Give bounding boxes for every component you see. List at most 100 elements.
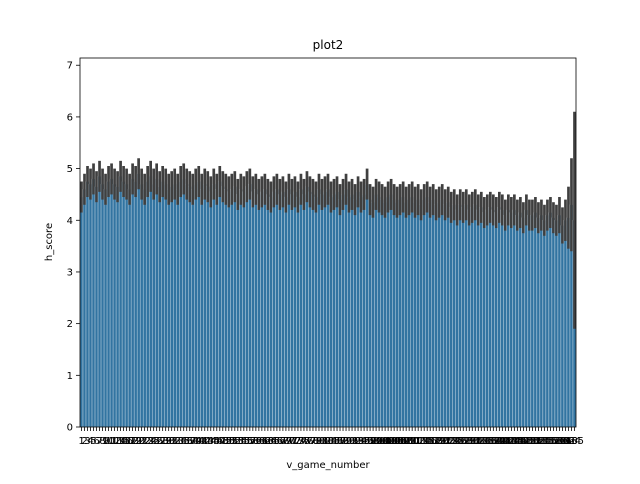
bar [392,199,396,428]
x-tick-label: 113 [409,436,428,447]
bar [106,181,111,428]
bar [545,214,550,428]
x-tick-label: 114 [412,436,431,447]
bar [133,181,138,428]
bar [419,204,423,428]
bar [518,212,523,428]
x-tick-label: 28 [156,436,169,447]
x-tick-label: 15 [117,436,130,447]
bar [350,194,354,428]
x-tick-label: 13 [111,436,124,447]
bar [242,191,246,428]
x-tick-label: 17 [123,436,136,447]
x-tick-label: 160 [550,436,569,447]
bar [557,214,562,428]
bar [188,186,192,428]
bar [209,191,213,428]
x-tick-label: 63 [262,436,275,447]
bar [332,194,336,428]
bar [182,178,186,428]
x-tick-label: 84 [325,436,338,447]
x-tick-label: 83 [322,436,335,447]
bar [308,191,312,428]
x-tick-label: 39 [189,436,202,447]
bar [338,199,342,428]
x-tick-label: 142 [496,436,515,447]
x-tick-label: 134 [472,436,491,447]
bar [293,191,297,428]
x-tick-label: 146 [508,436,527,447]
bar [248,183,252,428]
x-tick-label: 164 [562,436,581,447]
x-tick-label: 135 [475,436,494,447]
bar [506,209,511,428]
x-tick-label: 57 [243,436,256,447]
x-tick-label: 126 [448,436,467,447]
bar [527,214,532,428]
x-tick-label: 97 [364,436,377,447]
x-tick-label: 31 [165,436,178,447]
x-tick-label: 96 [361,436,374,447]
x-tick-label: 147 [511,436,530,447]
bar [428,202,432,428]
bar [212,183,216,428]
x-tick-label: 111 [403,436,422,447]
x-tick-label: 30 [162,436,175,447]
x-tick-label: 14 [114,436,127,447]
x-tick-label: 6 [93,436,99,447]
bar [380,199,384,428]
x-tick-label: 128 [454,436,473,447]
x-tick-label: 103 [379,436,398,447]
x-tick-label: 122 [436,436,455,447]
x-tick-label: 25 [147,436,160,447]
bar [386,196,390,428]
x-tick-label: 72 [289,436,302,447]
bar [458,204,462,428]
bar [158,186,162,428]
x-tick-label: 125 [445,436,464,447]
bar [305,186,309,428]
x-tick-label: 47 [213,436,226,447]
bar [320,194,324,428]
bar [515,214,520,428]
bar [221,186,225,428]
x-tick-label: 19 [129,436,142,447]
bar [88,183,93,428]
y-tick-label: 2 [67,319,73,330]
bar [224,189,228,428]
x-tick-label: 165 [565,436,584,447]
bar [548,212,553,428]
bar [485,209,489,428]
bar [395,202,399,428]
bar [434,204,438,428]
x-tick-label: 48 [216,436,229,447]
bar [100,183,105,428]
x-tick-label: 107 [391,436,410,447]
x-tick-label: 37 [183,436,196,447]
bar [410,196,414,428]
x-tick-label: 53 [231,436,244,447]
x-tick-label: 79 [310,436,323,447]
bar [374,194,378,428]
chart-title: plot2 [313,38,344,52]
x-tick-label: 7 [96,436,102,447]
y-tick-label: 1 [67,371,73,382]
bar [94,186,99,428]
y-tick-label: 4 [67,216,73,227]
bar [479,207,483,428]
plot-frame [79,57,577,428]
x-tick-label: 116 [418,436,437,447]
bar [194,183,198,428]
x-tick-label: 67 [274,436,287,447]
bar [464,204,468,428]
x-tick-label: 36 [180,436,193,447]
x-tick-label: 41 [195,436,208,447]
x-tick-label: 49 [219,436,232,447]
bar [124,183,129,428]
bar [536,217,541,428]
bar [551,217,556,428]
bar [115,186,120,428]
x-tick-label: 9 [102,436,108,447]
x-tick-label: 40 [192,436,205,447]
bar [275,189,279,428]
